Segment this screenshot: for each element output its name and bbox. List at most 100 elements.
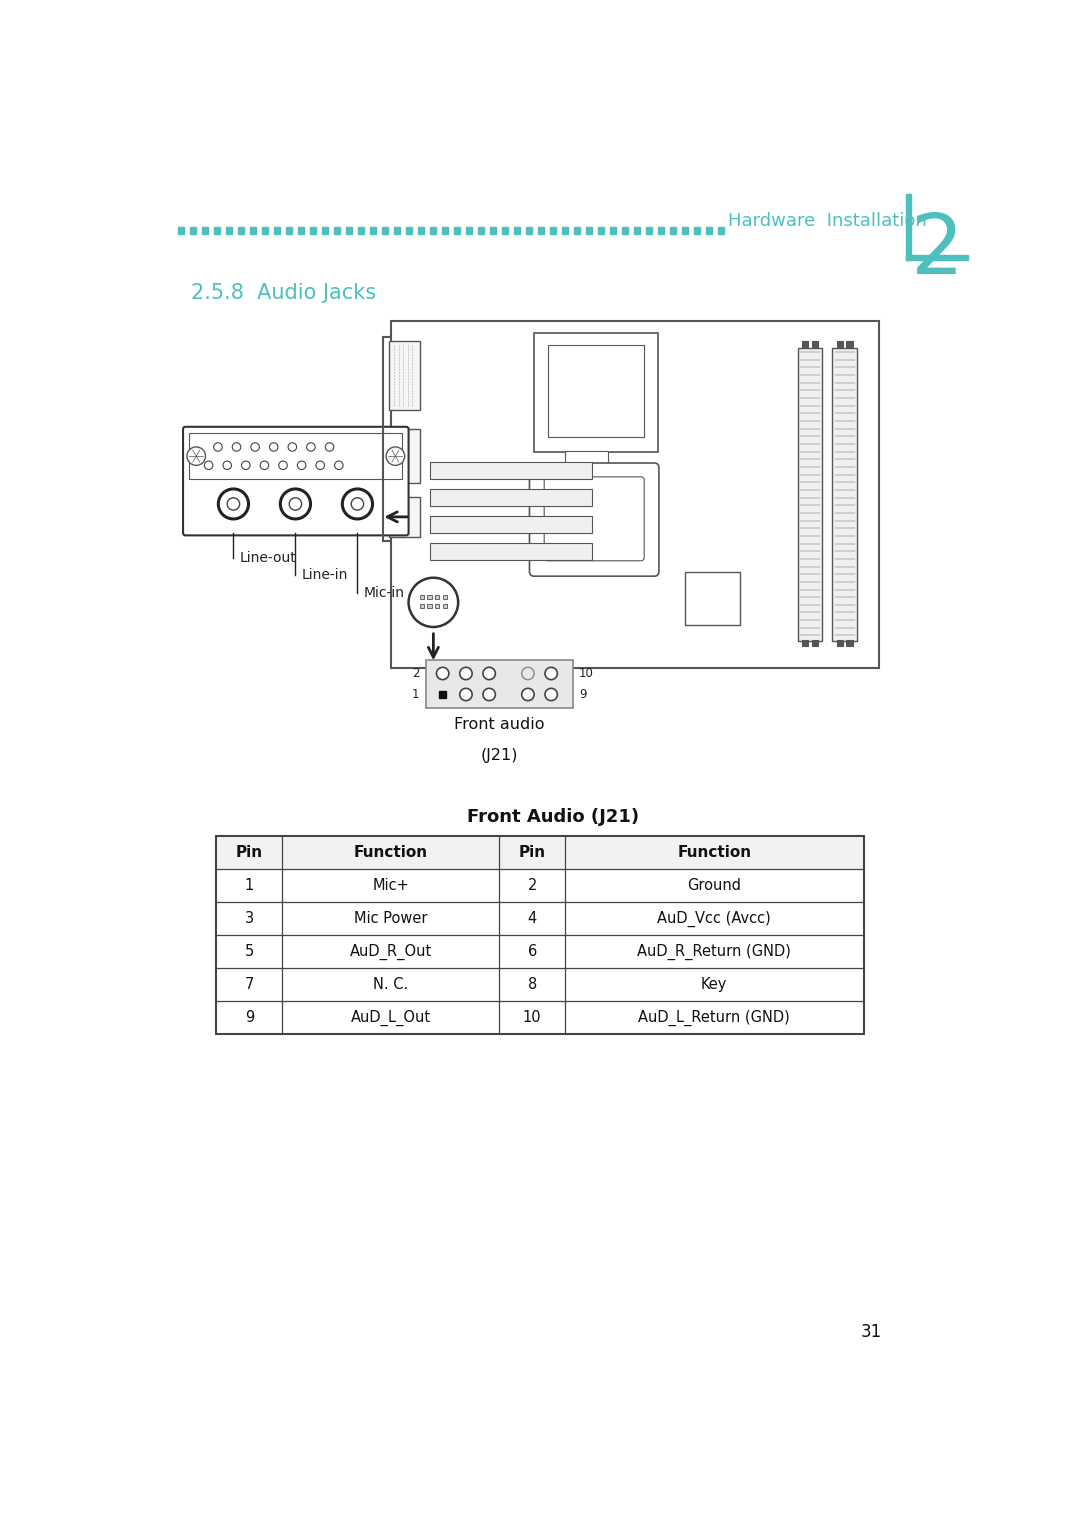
Text: (J21): (J21) <box>481 748 518 763</box>
Bar <box>322 226 328 234</box>
Bar <box>490 226 496 234</box>
Bar <box>238 226 244 234</box>
Bar <box>389 497 420 537</box>
Bar <box>298 226 303 234</box>
Bar <box>575 226 580 234</box>
Bar <box>249 226 256 234</box>
Bar <box>802 641 809 647</box>
Text: 1: 1 <box>245 878 254 893</box>
Text: 10: 10 <box>523 1011 541 1026</box>
Bar <box>634 226 640 234</box>
Bar <box>202 226 207 234</box>
Bar <box>622 226 629 234</box>
Bar <box>430 226 436 234</box>
Bar <box>443 604 447 609</box>
Circle shape <box>387 446 405 465</box>
Text: Pin: Pin <box>518 844 545 859</box>
Circle shape <box>232 443 241 451</box>
Bar <box>694 226 700 234</box>
Text: Mic-in: Mic-in <box>364 586 405 599</box>
Circle shape <box>342 489 373 518</box>
Bar <box>514 226 521 234</box>
Bar <box>685 572 740 625</box>
Bar <box>419 595 424 599</box>
Bar <box>357 226 364 234</box>
Bar <box>389 430 420 483</box>
Bar <box>535 333 658 453</box>
Circle shape <box>483 688 496 700</box>
Bar <box>430 489 592 506</box>
Text: N. C.: N. C. <box>373 977 408 992</box>
Bar <box>214 226 220 234</box>
Circle shape <box>204 462 213 469</box>
Bar <box>369 226 376 234</box>
Bar <box>562 226 568 234</box>
Text: Ground: Ground <box>687 878 741 893</box>
Text: 2: 2 <box>910 209 963 291</box>
Circle shape <box>307 443 315 451</box>
Circle shape <box>270 443 278 451</box>
Text: 6: 6 <box>527 943 537 959</box>
Bar <box>226 226 232 234</box>
Circle shape <box>222 462 231 469</box>
Text: Hardware  Installation: Hardware Installation <box>728 213 927 231</box>
Text: Key: Key <box>701 977 728 992</box>
Circle shape <box>335 462 343 469</box>
Text: 3: 3 <box>245 911 254 927</box>
Text: Function: Function <box>677 844 752 859</box>
Text: 2: 2 <box>527 878 537 893</box>
Bar <box>406 226 413 234</box>
Circle shape <box>325 443 334 451</box>
Text: Mic+: Mic+ <box>373 878 409 893</box>
Text: Pin: Pin <box>235 844 262 859</box>
Bar <box>847 341 852 347</box>
Circle shape <box>545 688 557 700</box>
Bar <box>430 462 592 479</box>
Bar <box>428 604 432 609</box>
Bar <box>346 226 352 234</box>
Circle shape <box>218 489 248 518</box>
Text: 4: 4 <box>527 911 537 927</box>
Bar <box>177 226 184 234</box>
Circle shape <box>187 446 205 465</box>
Bar <box>389 341 420 410</box>
Circle shape <box>279 462 287 469</box>
Circle shape <box>351 498 364 511</box>
Bar <box>382 226 388 234</box>
Bar <box>548 346 644 437</box>
Bar <box>906 255 968 260</box>
Bar <box>550 226 556 234</box>
Bar <box>478 226 484 234</box>
Bar <box>833 349 858 641</box>
Text: 2.5.8  Audio Jacks: 2.5.8 Audio Jacks <box>191 283 376 303</box>
Circle shape <box>522 667 535 679</box>
Circle shape <box>260 462 269 469</box>
Circle shape <box>436 667 449 679</box>
Bar <box>216 836 864 1034</box>
Bar <box>465 226 472 234</box>
Circle shape <box>460 688 472 700</box>
Text: Front Audio (J21): Front Audio (J21) <box>468 807 639 826</box>
Text: 9: 9 <box>245 1011 254 1026</box>
Bar <box>273 226 280 234</box>
Circle shape <box>545 667 557 679</box>
Circle shape <box>281 489 311 518</box>
Bar <box>670 226 676 234</box>
Bar <box>426 661 572 708</box>
Bar <box>454 226 460 234</box>
Text: 8: 8 <box>527 977 537 992</box>
Bar <box>189 433 403 479</box>
Circle shape <box>460 667 472 679</box>
Text: AuD_R_Out: AuD_R_Out <box>350 943 432 960</box>
Circle shape <box>242 462 251 469</box>
Text: AuD_L_Out: AuD_L_Out <box>351 1009 431 1026</box>
Bar <box>419 604 424 609</box>
Circle shape <box>297 462 306 469</box>
Text: Mic Power: Mic Power <box>354 911 428 927</box>
Bar <box>538 226 544 234</box>
Bar <box>435 604 440 609</box>
Bar <box>598 226 605 234</box>
Bar <box>216 836 864 868</box>
Text: 31: 31 <box>861 1323 882 1341</box>
Bar <box>334 226 340 234</box>
